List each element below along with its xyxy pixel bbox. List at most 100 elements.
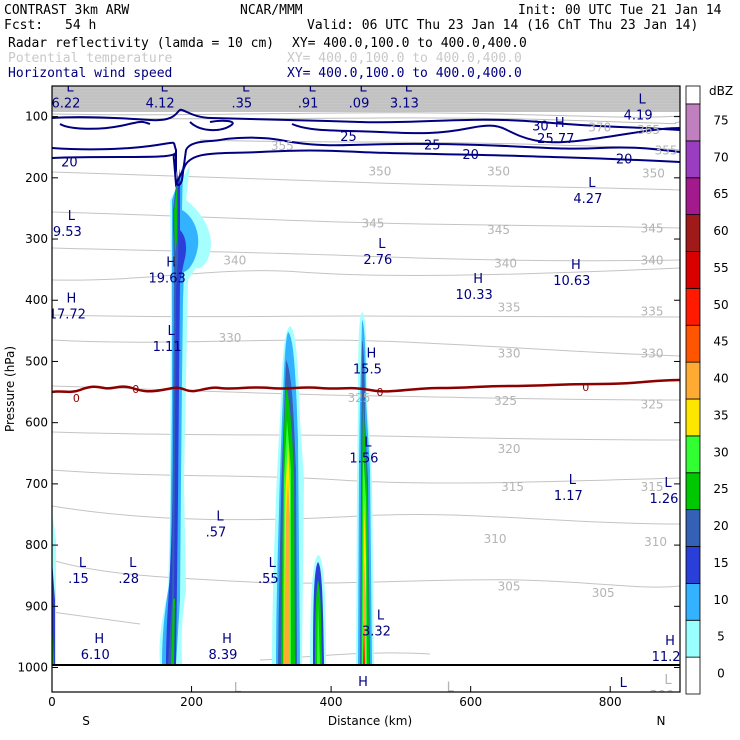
colorbar: 0 5 10 15 20 25 30 35 40 45 50 55 60 65 70 75	[685, 85, 729, 695]
colorbar-level-label: 55	[713, 261, 728, 275]
colorbar-swatch	[685, 140, 701, 179]
colorbar-swatch	[685, 287, 701, 326]
field-name-wind: Horizontal wind speed	[8, 66, 172, 81]
extremum-value: 4.12	[146, 96, 175, 111]
extremum-value: 1.33	[275, 710, 304, 725]
colorbar-level-label: 15	[713, 556, 728, 570]
extremum-value: 1.11	[153, 340, 182, 355]
colorbar-level-label: 0	[717, 667, 725, 681]
theta-contour-label: 340	[641, 253, 664, 267]
extremum-value: .57	[206, 526, 227, 541]
init-time: Init: 00 UTC Tue 21 Jan 14	[518, 3, 722, 18]
extremum-marker: L	[79, 556, 87, 571]
colorbar-level-label: 40	[713, 372, 728, 386]
theta-contour-label: 345	[362, 217, 385, 231]
theta-contour-label: 355	[271, 139, 294, 153]
extremum-value: 3.13	[390, 96, 419, 111]
theta-contour-label: 365	[637, 123, 660, 137]
colorbar-unit: dBZ	[709, 84, 733, 98]
wind-contour-label: 25	[424, 138, 441, 153]
y-tick-label: 200	[25, 171, 48, 185]
field-name-reflectivity: Radar reflectivity (lamda = 10 cm)	[8, 36, 274, 51]
extremum-marker: L	[359, 80, 367, 95]
extremum-marker: L	[364, 435, 372, 450]
fcst-value: 54 h	[65, 18, 96, 33]
colorbar-swatch	[685, 582, 701, 621]
extremum-marker: H	[665, 634, 675, 649]
theta-label-layer: 370 365 355 350 350 345 345 340 340 335 335 330 330 3…	[218, 121, 677, 600]
theta-contour-label: 350	[487, 165, 510, 179]
extremum-marker: L	[377, 609, 385, 624]
extremum-marker: L	[68, 209, 76, 224]
extremum-value: 11.2	[652, 650, 681, 665]
x-tick-label: 600	[459, 695, 482, 709]
reflectivity-tower-180km	[159, 165, 211, 664]
x-axis: 0 200 400 600 800	[48, 686, 622, 709]
colorbar-swatch	[685, 324, 701, 363]
extremum-marker: L	[620, 676, 628, 691]
colorbar-swatch	[685, 435, 701, 474]
theta-contour-label: 310	[644, 535, 667, 549]
colorbar-swatch	[685, 251, 701, 289]
y-tick-label: 500	[25, 354, 48, 368]
extremum-marker: L	[664, 476, 672, 491]
theta-contour-label: 355	[655, 143, 678, 157]
theta-contour-label: 350	[369, 165, 392, 179]
theta-contour-label: 335	[641, 304, 664, 318]
theta-dense-band	[52, 86, 680, 151]
zero-isotherm-label: 0	[582, 381, 589, 394]
extremum-value: 17.72	[49, 308, 86, 323]
extremum-value: .35	[231, 96, 252, 111]
colorbar-level-label: 25	[713, 482, 728, 496]
colorbar-level-label: 65	[713, 187, 728, 201]
y-tick-label: 1000	[17, 661, 48, 675]
extremum-marker: H	[358, 675, 368, 690]
theta-contour-label: 330	[218, 331, 241, 345]
colorbar-level-label: 20	[713, 519, 728, 533]
colorbar-swatch	[685, 619, 701, 658]
fcst-label: Fcst:	[4, 18, 43, 33]
y-tick-label: 300	[25, 232, 48, 246]
extremum-marker: H	[166, 256, 176, 271]
extremum-value: 1.56	[349, 451, 378, 466]
extremum-value: .15	[68, 572, 89, 587]
extremum-value: 2.76	[363, 253, 392, 268]
theta-contour-label: 330	[498, 346, 521, 360]
extremum-marker: L	[308, 80, 316, 95]
theta-contour-label: 305	[498, 580, 521, 594]
zero-isotherm-label: 0	[376, 386, 383, 399]
theta-contour-label: 325	[494, 394, 517, 408]
field-xy-wind: XY= 400.0,100.0 to 400.0,400.0	[287, 66, 522, 81]
x-tick-label: 200	[180, 695, 203, 709]
wind-speed-contours	[52, 108, 680, 188]
extremum-marker: H	[94, 632, 104, 647]
y-tick-label: 100	[25, 110, 48, 124]
extremum-marker: L	[290, 694, 298, 709]
colorbar-level-label: 75	[713, 113, 728, 127]
extremum-marker: L	[66, 80, 74, 95]
extremum-marker: H	[555, 116, 565, 131]
theta-contour-label: 340	[223, 253, 246, 267]
wind-contour-label: 20	[61, 156, 78, 171]
model-title: CONTRAST 3km ARW	[4, 3, 129, 18]
y-tick-label: 400	[25, 293, 48, 307]
reflectivity-cell-445km	[356, 312, 374, 664]
x-axis-label: Distance (km)	[328, 714, 412, 728]
zero-isotherm-label: 0	[73, 392, 80, 405]
theta-contour-label: 335	[498, 301, 521, 315]
wind-label-layer: 25 25 20 20 20 30	[61, 119, 632, 170]
extremum-value: 15.5	[353, 363, 382, 378]
colorbar-level-label: 45	[713, 335, 728, 349]
colorbar-swatch	[685, 398, 701, 437]
theta-contour-label: 350	[642, 167, 665, 181]
center-label: NCAR/MMM	[240, 3, 303, 18]
colorbar-swatch	[685, 472, 701, 511]
reflectivity-cell-385km	[310, 555, 326, 664]
x-tick-label: 800	[599, 695, 622, 709]
theta-contour-label: 305	[592, 586, 615, 600]
extremum-marker: L	[242, 80, 250, 95]
extremum-marker: H	[473, 272, 483, 287]
north-label: N	[657, 714, 666, 728]
